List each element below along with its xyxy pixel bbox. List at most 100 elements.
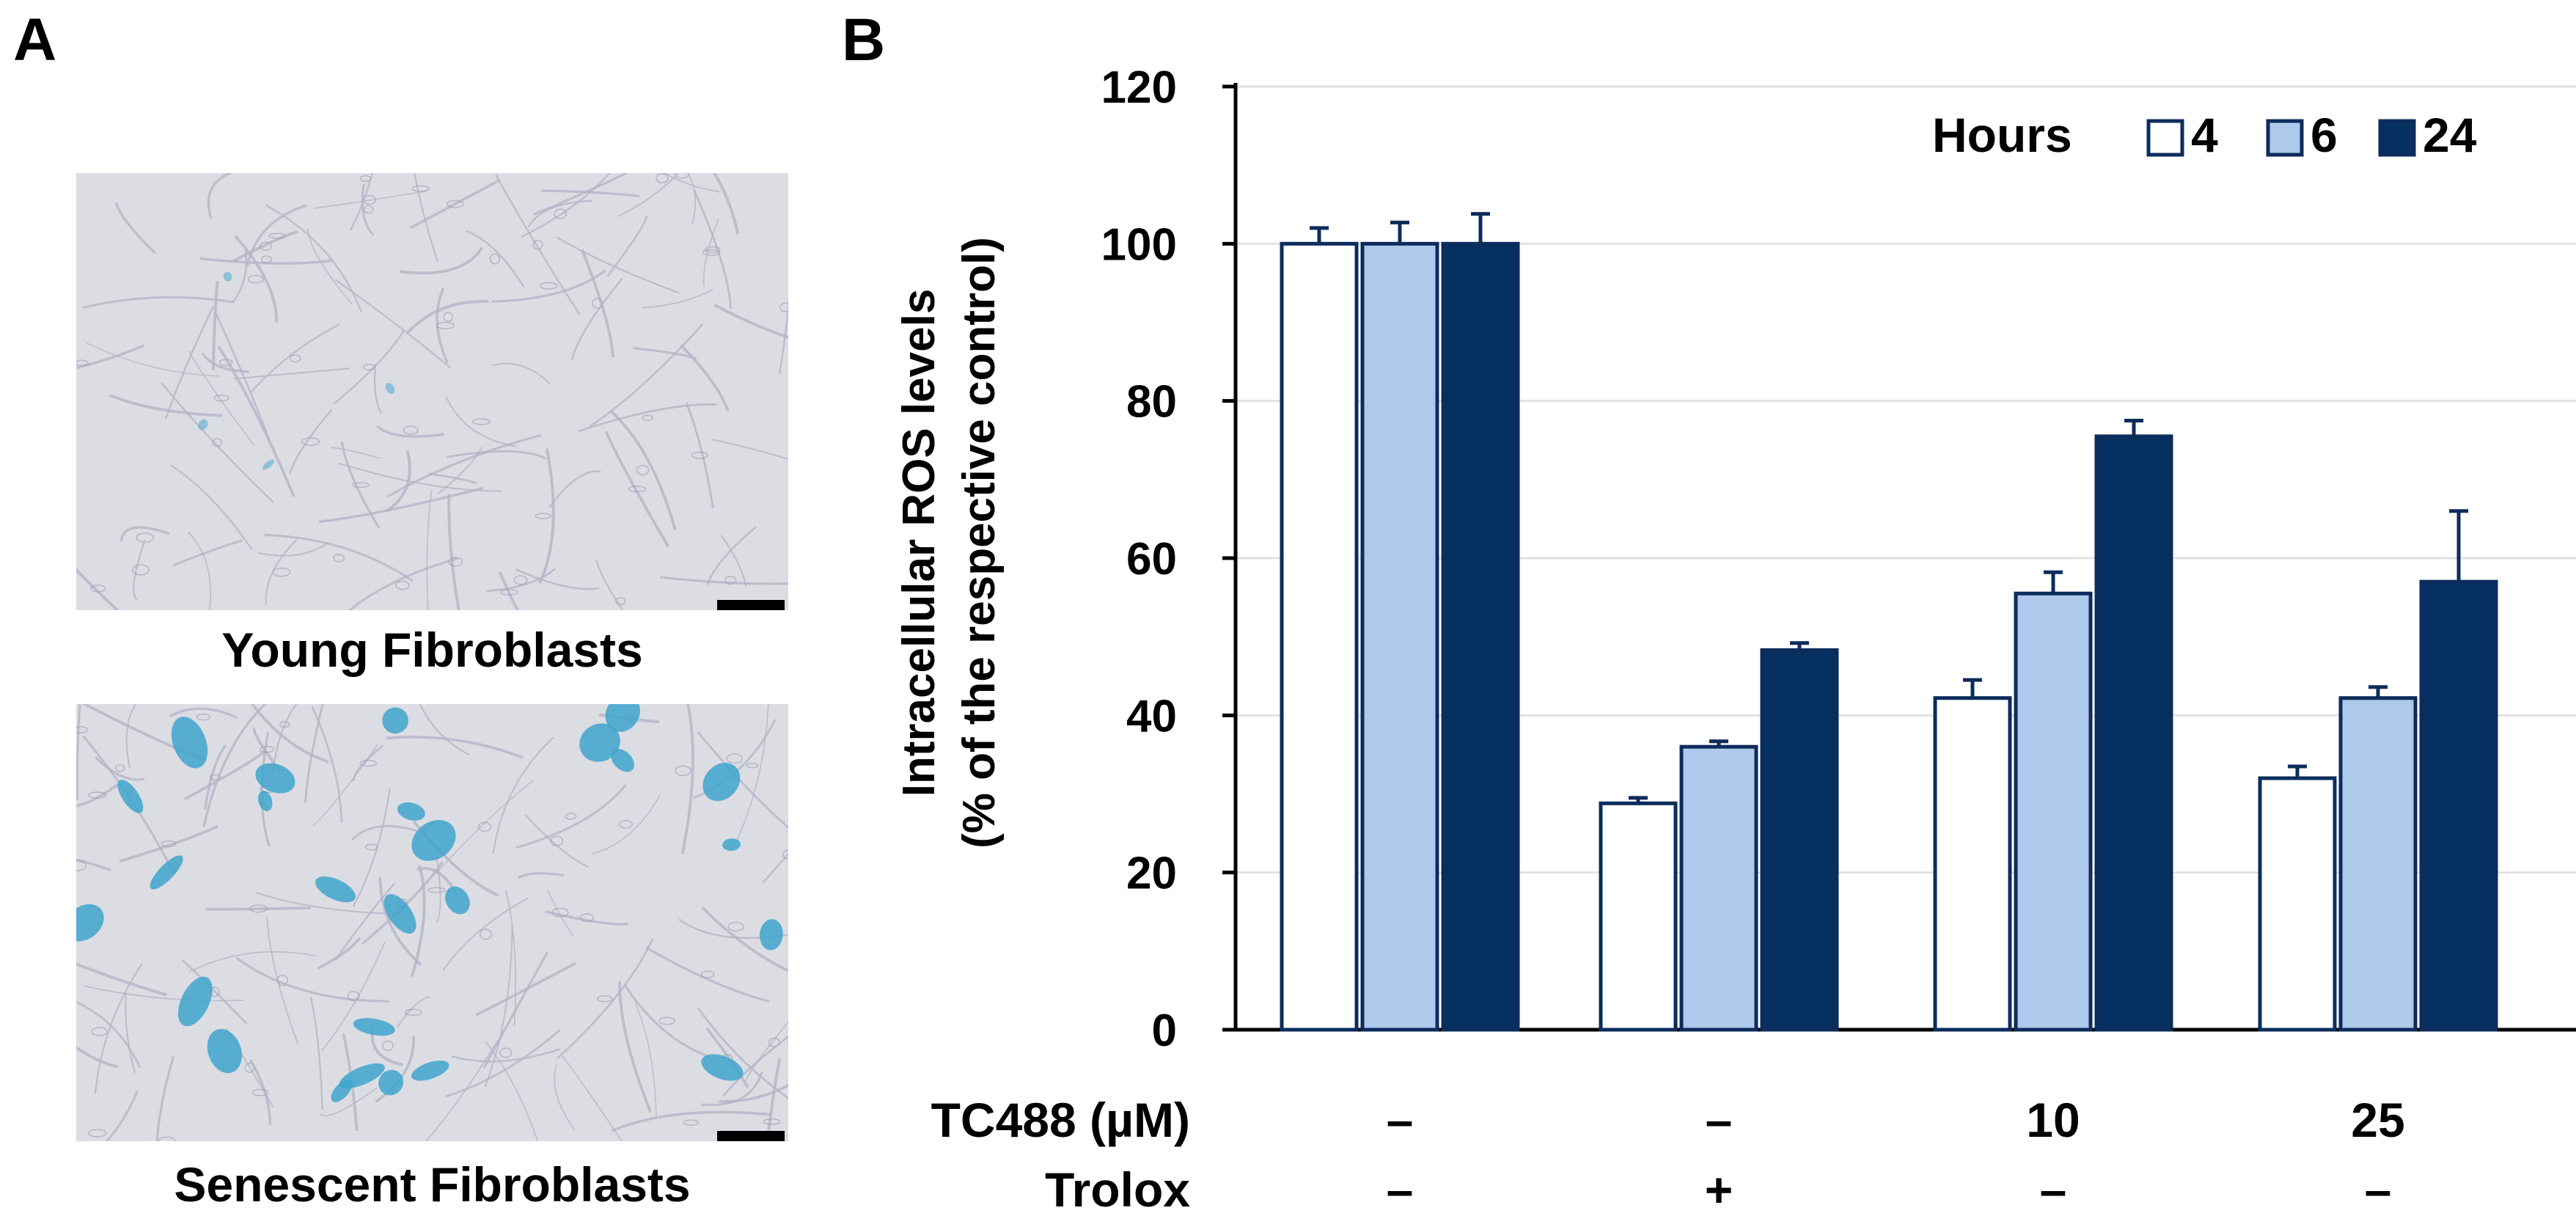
blue-stained-cell	[76, 904, 104, 942]
cell-fiber	[265, 204, 362, 312]
cell-fiber	[685, 402, 714, 508]
blue-stained-cell	[177, 976, 213, 1027]
cell-fiber	[445, 1029, 561, 1098]
cell-fiber	[719, 1083, 788, 1103]
cell-nucleus	[550, 835, 564, 846]
condition-value: 25	[2351, 1093, 2404, 1147]
cell-nucleus	[618, 820, 633, 829]
cell-nucleus	[252, 1088, 269, 1096]
cell-fiber	[352, 788, 391, 907]
cell-nucleus	[276, 974, 288, 986]
cell-nucleus	[247, 274, 264, 284]
cell-nucleus	[91, 1027, 108, 1036]
cell-fiber	[211, 280, 219, 370]
cell-fiber	[188, 350, 255, 446]
cell-fiber	[611, 1110, 771, 1132]
cell-nucleus	[727, 921, 744, 932]
cell-nucleus	[114, 763, 125, 772]
cell-fiber	[515, 568, 600, 590]
cell-nucleus	[675, 765, 691, 777]
cell-fiber	[556, 938, 654, 1060]
legend-label-6h: 6	[2311, 108, 2338, 162]
cell-nucleus	[746, 762, 759, 769]
cell-fiber	[762, 852, 788, 884]
cell-fiber	[304, 704, 324, 803]
y-tick-label: 120	[1101, 62, 1177, 113]
cell-fiber	[520, 173, 611, 238]
blue-stained-cell	[255, 763, 296, 794]
cell-fiber	[570, 278, 623, 361]
cell-nucleus	[87, 1129, 107, 1138]
cell-fiber	[609, 409, 677, 531]
cell-nucleus	[158, 1136, 175, 1141]
cell-fiber	[76, 568, 120, 610]
cell-fiber	[361, 183, 375, 236]
cell-fiber	[491, 362, 551, 385]
cell-nucleus	[763, 1118, 781, 1125]
condition-value: +	[1705, 1162, 1733, 1217]
bar-24h	[2419, 579, 2498, 1032]
cell-nucleus	[642, 414, 653, 422]
blue-stained-cell	[257, 791, 273, 812]
cell-fiber	[362, 861, 444, 945]
cell-fiber	[202, 704, 267, 827]
cell-fiber	[595, 559, 624, 610]
cell-fiber	[722, 1035, 788, 1097]
cell-fiber	[266, 917, 298, 1044]
bar-24h	[1760, 648, 1839, 1032]
cell-nucleus	[411, 185, 430, 192]
blue-stained-cell	[385, 383, 395, 395]
cell-nucleus	[76, 726, 89, 733]
cell-fiber	[524, 814, 589, 868]
cell-nucleus	[636, 464, 650, 476]
cell-fiber	[591, 794, 661, 854]
blue-stained-cell	[411, 820, 456, 861]
cell-fiber	[486, 568, 556, 593]
cell-nucleus	[551, 907, 569, 917]
cell-nucleus	[656, 173, 669, 183]
cell-nucleus	[480, 929, 492, 940]
cell-fiber	[105, 1091, 139, 1141]
cell-fiber	[419, 704, 470, 755]
y-tick-label: 0	[1152, 1006, 1177, 1056]
cell-fiber	[436, 287, 449, 364]
cell-fiber	[604, 431, 670, 548]
cell-nucleus	[359, 759, 377, 767]
blue-stained-cell	[207, 1028, 242, 1074]
cell-nucleus	[539, 282, 558, 290]
cell-nucleus	[395, 580, 410, 590]
blue-stained-cell	[701, 1054, 744, 1081]
cell-fiber	[618, 981, 652, 1113]
cell-nucleus	[628, 486, 647, 493]
blue-stained-cell	[722, 838, 741, 851]
condition-value: –	[1706, 1093, 1733, 1147]
legend-swatch-24h	[2378, 119, 2416, 157]
cell-fiber	[517, 872, 564, 879]
cell-nucleus	[261, 255, 272, 264]
y-tick-label: 100	[1101, 219, 1177, 270]
cell-fiber	[317, 937, 362, 970]
cell-fiber	[321, 941, 386, 1052]
cell-nucleus	[683, 1119, 700, 1126]
cell-nucleus	[443, 312, 454, 322]
condition-value: 10	[2026, 1093, 2080, 1147]
cell-fiber	[217, 345, 296, 497]
cell-fiber	[386, 434, 541, 498]
cell-fiber	[234, 367, 350, 380]
cell-nucleus	[90, 585, 106, 593]
cell-nucleus	[290, 354, 301, 363]
cell-fiber	[233, 230, 298, 263]
blue-stained-cell	[611, 749, 634, 772]
cell-nucleus	[532, 240, 543, 250]
cell-fiber	[288, 409, 333, 475]
bar-24h	[1441, 241, 1520, 1032]
cell-fiber	[249, 1059, 272, 1125]
cell-fiber	[376, 425, 445, 438]
cell-fiber	[375, 1036, 415, 1103]
cell-fiber	[319, 1087, 378, 1117]
cell-fiber	[76, 783, 120, 807]
micrograph-background	[76, 173, 788, 610]
cell-nucleus	[381, 1040, 394, 1052]
cell-nucleus	[76, 860, 87, 871]
cell-nucleus	[213, 394, 230, 402]
